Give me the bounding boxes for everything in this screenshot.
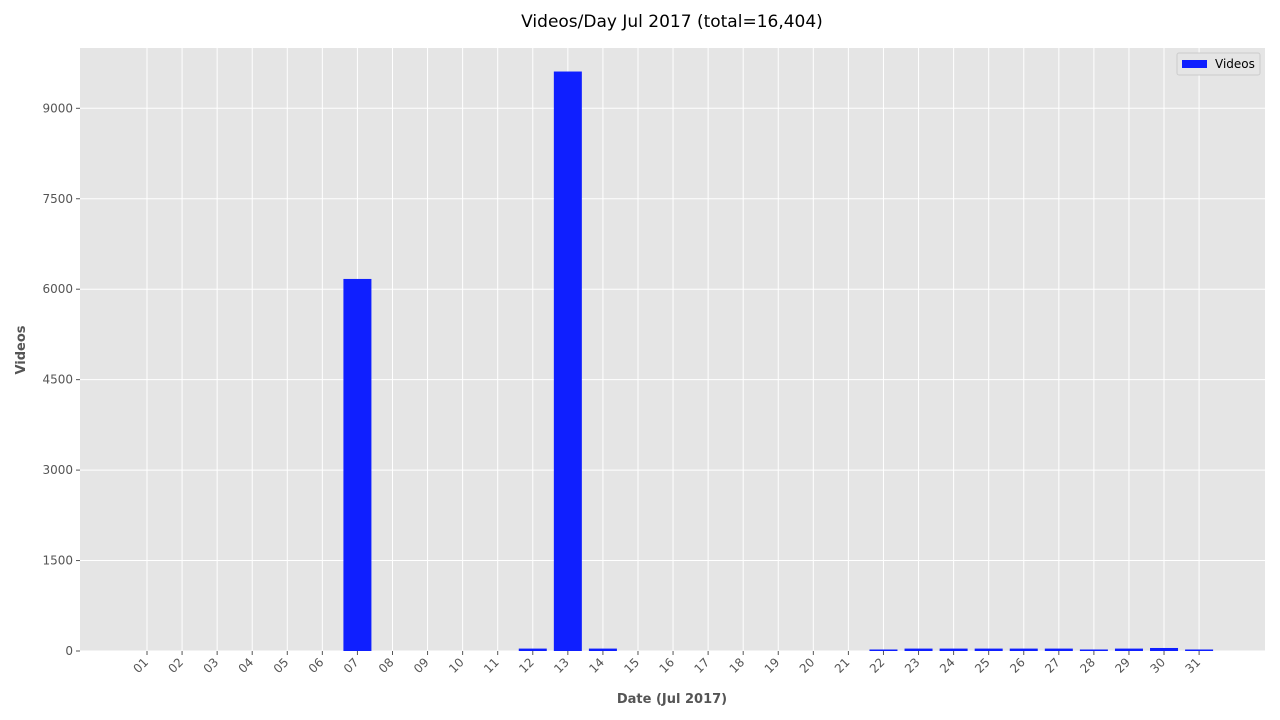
x-tick-label: 13 bbox=[551, 655, 572, 676]
x-tick-label: 29 bbox=[1112, 655, 1133, 676]
x-tick-label: 22 bbox=[867, 655, 888, 676]
x-tick-label: 28 bbox=[1077, 655, 1098, 676]
y-tick-label: 0 bbox=[65, 644, 73, 658]
x-tick-label: 30 bbox=[1147, 655, 1168, 676]
x-tick-label: 19 bbox=[762, 655, 783, 676]
x-tick-label: 24 bbox=[937, 655, 958, 676]
plot-background bbox=[80, 48, 1265, 651]
bar bbox=[588, 648, 617, 651]
bar bbox=[1079, 649, 1108, 651]
x-tick-label: 05 bbox=[271, 655, 292, 676]
x-tick-label: 25 bbox=[972, 655, 993, 676]
bars bbox=[343, 71, 1214, 652]
x-tick-label: 23 bbox=[902, 655, 923, 676]
bar bbox=[343, 278, 372, 651]
bar bbox=[1185, 649, 1214, 651]
x-tick-label: 16 bbox=[656, 655, 677, 676]
bar bbox=[1150, 647, 1179, 651]
y-axis-label: Videos bbox=[14, 325, 29, 374]
x-tick-label: 31 bbox=[1183, 655, 1204, 676]
x-tick-label: 15 bbox=[621, 655, 642, 676]
y-tick-label: 6000 bbox=[42, 282, 73, 296]
x-tick-label: 18 bbox=[727, 655, 748, 676]
bar bbox=[553, 71, 582, 652]
bar bbox=[1114, 648, 1143, 651]
bar bbox=[974, 648, 1003, 651]
y-tick-label: 1500 bbox=[42, 554, 73, 568]
x-tick-label: 10 bbox=[446, 655, 467, 676]
y-tick-label: 3000 bbox=[42, 463, 73, 477]
y-axis-ticks: 0 1500 3000 4500 6000 7500 9000 bbox=[42, 101, 80, 658]
x-tick-label: 09 bbox=[411, 655, 432, 676]
legend-swatch bbox=[1182, 60, 1207, 68]
x-tick-label: 12 bbox=[516, 655, 537, 676]
x-tick-label: 26 bbox=[1007, 655, 1028, 676]
x-tick-label: 01 bbox=[130, 655, 151, 676]
x-tick-label: 27 bbox=[1042, 655, 1063, 676]
x-tick-label: 17 bbox=[692, 655, 713, 676]
bar bbox=[518, 648, 547, 651]
x-tick-label: 14 bbox=[586, 655, 607, 676]
x-axis-label: Date (Jul 2017) bbox=[617, 692, 727, 707]
x-tick-label: 02 bbox=[165, 655, 186, 676]
y-tick-label: 7500 bbox=[42, 192, 73, 206]
y-tick-label: 4500 bbox=[42, 373, 73, 387]
x-tick-label: 06 bbox=[306, 655, 327, 676]
y-tick-label: 9000 bbox=[42, 101, 73, 115]
x-tick-label: 07 bbox=[341, 655, 362, 676]
bar bbox=[1044, 648, 1073, 651]
x-tick-label: 20 bbox=[797, 655, 818, 676]
x-tick-label: 04 bbox=[236, 655, 257, 676]
x-tick-label: 08 bbox=[376, 655, 397, 676]
x-axis-ticks: 01 02 03 04 05 06 07 08 09 10 11 12 13 14 15 16 17 18 19 20… bbox=[130, 651, 1203, 676]
legend-box bbox=[1176, 52, 1261, 76]
x-tick-label: 11 bbox=[481, 655, 502, 676]
x-tick-label: 21 bbox=[832, 655, 853, 676]
legend-label: Videos bbox=[1215, 57, 1255, 71]
bar bbox=[939, 648, 968, 651]
legend: Videos bbox=[1176, 52, 1261, 76]
bar bbox=[904, 648, 933, 651]
x-tick-label: 03 bbox=[201, 655, 222, 676]
bar bbox=[869, 649, 898, 651]
chart-title: Videos/Day Jul 2017 (total=16,404) bbox=[521, 12, 823, 32]
bar bbox=[1009, 648, 1038, 651]
